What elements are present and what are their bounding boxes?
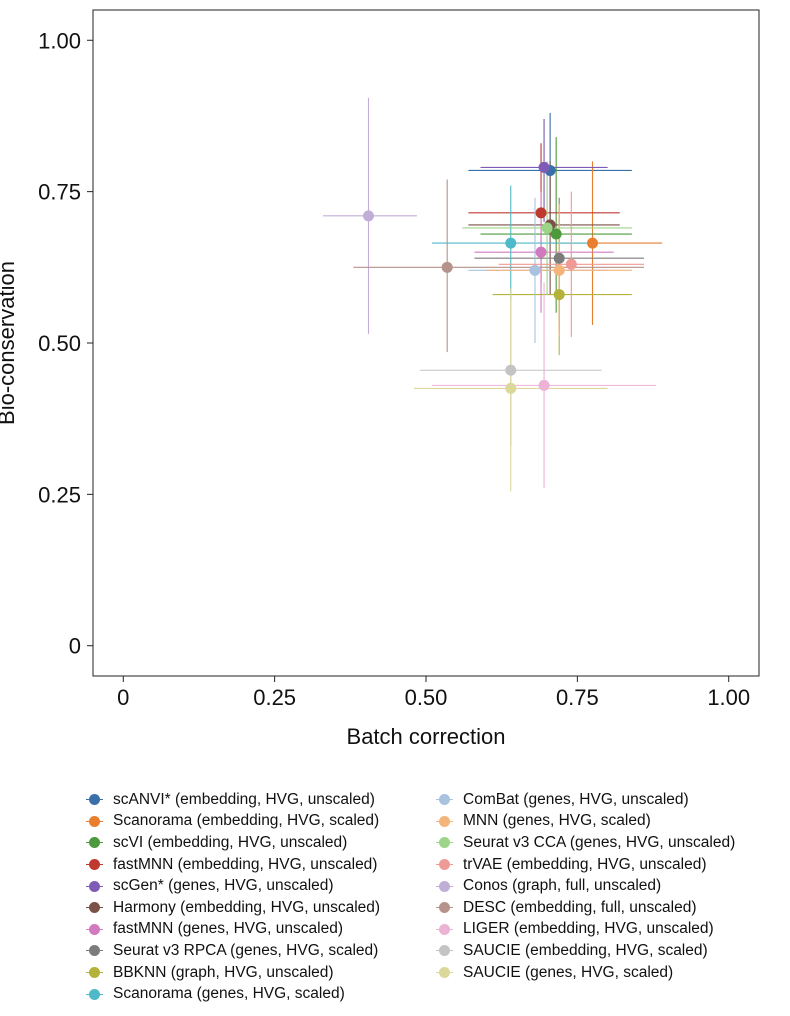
data-point [505, 237, 517, 249]
error-bars [323, 97, 663, 492]
legend-item: fastMNN (genes, HVG, unscaled) [86, 919, 380, 941]
legend-label: Seurat v3 RPCA (genes, HVG, scaled) [113, 941, 379, 959]
legend-label: Harmony (embedding, HVG, unscaled) [113, 898, 381, 916]
legend-item: Conos (graph, full, unscaled) [436, 875, 735, 897]
legend-marker-icon [86, 901, 103, 915]
data-point [565, 258, 577, 270]
legend-label: trVAE (embedding, HVG, unscaled) [463, 855, 707, 873]
legend-marker-icon [86, 814, 103, 828]
scatter-chart: 0 0.25 0.50 0.75 1.00 0 0.25 0.50 0.75 1.00 Batc… [0, 9, 760, 749]
data-point [541, 222, 553, 234]
legend-marker-icon [436, 858, 453, 872]
legend-marker-icon [436, 836, 453, 850]
legend-item: DESC (embedding, full, unscaled) [436, 897, 735, 919]
y-tick-label: 0.50 [38, 331, 81, 356]
legend-marker-icon [86, 944, 103, 958]
y-axis-title: Bio-conservation [0, 261, 19, 425]
legend-label: scGen* (genes, HVG, unscaled) [113, 877, 334, 895]
data-point [553, 289, 565, 301]
legend-label: ComBat (genes, HVG, unscaled) [463, 790, 689, 808]
data-point [587, 237, 598, 249]
legend-label: scVI (embedding, HVG, unscaled) [113, 833, 348, 851]
legend-label: DESC (embedding, full, unscaled) [463, 898, 697, 916]
legend-item: SAUCIE (genes, HVG, scaled) [436, 962, 735, 984]
legend-marker-icon [86, 858, 103, 872]
legend-label: MNN (genes, HVG, scaled) [463, 812, 651, 830]
legend-marker-icon [86, 966, 103, 980]
y-tick-label: 1.00 [38, 28, 81, 53]
data-point [362, 210, 374, 222]
legend-marker-icon [86, 836, 103, 850]
data-point [535, 246, 547, 258]
legend-label: LIGER (embedding, HVG, unscaled) [463, 920, 714, 938]
x-tick-label: 0 [117, 685, 129, 710]
legend-item: fastMNN (embedding, HVG, unscaled) [86, 854, 380, 876]
legend-marker-icon [86, 879, 103, 893]
legend-marker-icon [436, 922, 453, 936]
legend-label: SAUCIE (genes, HVG, scaled) [463, 963, 674, 981]
legend-label: scANVI* (embedding, HVG, unscaled) [113, 790, 375, 808]
legend-marker-icon [436, 793, 453, 807]
legend-marker-icon [436, 966, 453, 980]
data-point [538, 161, 550, 173]
legend-item: Seurat v3 RPCA (genes, HVG, scaled) [86, 940, 380, 962]
x-axis-ticks: 0 0.25 0.50 0.75 1.00 [117, 676, 750, 710]
x-tick-label: 0.50 [405, 685, 448, 710]
y-tick-label: 0 [69, 634, 81, 659]
legend-item: Harmony (embedding, HVG, unscaled) [86, 897, 380, 919]
legend-marker-icon [86, 987, 103, 1001]
legend-label: Scanorama (genes, HVG, scaled) [113, 985, 345, 1003]
legend-column-left: scANVI* (embedding, HVG, unscaled) Scanor… [86, 789, 380, 1005]
y-tick-label: 0.25 [38, 482, 81, 507]
data-point [441, 261, 453, 273]
x-tick-label: 0.75 [556, 685, 599, 710]
legend-marker-icon [436, 879, 453, 893]
legend-column-right: ComBat (genes, HVG, unscaled) MNN (genes,… [436, 789, 735, 983]
legend-item: Scanorama (genes, HVG, scaled) [86, 983, 380, 1005]
legend-item: ComBat (genes, HVG, unscaled) [436, 789, 735, 811]
legend-label: Conos (graph, full, unscaled) [463, 877, 662, 895]
data-point [505, 364, 517, 376]
legend-label: SAUCIE (embedding, HVG, scaled) [463, 941, 708, 959]
legend-item: scVI (embedding, HVG, unscaled) [86, 832, 380, 854]
legend-item: SAUCIE (embedding, HVG, scaled) [436, 940, 735, 962]
legend-marker-icon [436, 944, 453, 958]
data-point [529, 264, 541, 276]
legend-item: LIGER (embedding, HVG, unscaled) [436, 919, 735, 941]
legend-marker-icon [86, 793, 103, 807]
y-axis-ticks: 0 0.25 0.50 0.75 1.00 [38, 28, 93, 659]
data-points [362, 161, 598, 394]
legend-marker-icon [86, 922, 103, 936]
plot-area-frame [92, 9, 760, 677]
legend-item: Scanorama (embedding, HVG, scaled) [86, 811, 380, 833]
legend-item: scGen* (genes, HVG, unscaled) [86, 875, 380, 897]
data-point [538, 379, 550, 391]
legend-marker-icon [436, 901, 453, 915]
legend-label: Seurat v3 CCA (genes, HVG, unscaled) [463, 833, 736, 851]
legend-item: BBKNN (graph, HVG, unscaled) [86, 962, 380, 984]
x-tick-label: 1.00 [707, 685, 750, 710]
data-point [553, 252, 565, 264]
data-point [505, 382, 517, 394]
legend-label: Scanorama (embedding, HVG, scaled) [113, 812, 380, 830]
data-point [535, 207, 547, 219]
legend-label: fastMNN (embedding, HVG, unscaled) [113, 855, 378, 873]
y-tick-label: 0.75 [38, 180, 81, 205]
x-axis-title: Batch correction [347, 724, 506, 749]
data-point [550, 228, 562, 240]
legend-label: fastMNN (genes, HVG, unscaled) [113, 920, 344, 938]
x-tick-label: 0.25 [253, 685, 296, 710]
legend-item: Seurat v3 CCA (genes, HVG, unscaled) [436, 832, 735, 854]
legend-label: BBKNN (graph, HVG, unscaled) [113, 963, 334, 981]
legend-item: trVAE (embedding, HVG, unscaled) [436, 854, 735, 876]
data-point [553, 264, 565, 276]
legend-item: MNN (genes, HVG, scaled) [436, 811, 735, 833]
legend-marker-icon [436, 814, 453, 828]
legend-item: scANVI* (embedding, HVG, unscaled) [86, 789, 380, 811]
